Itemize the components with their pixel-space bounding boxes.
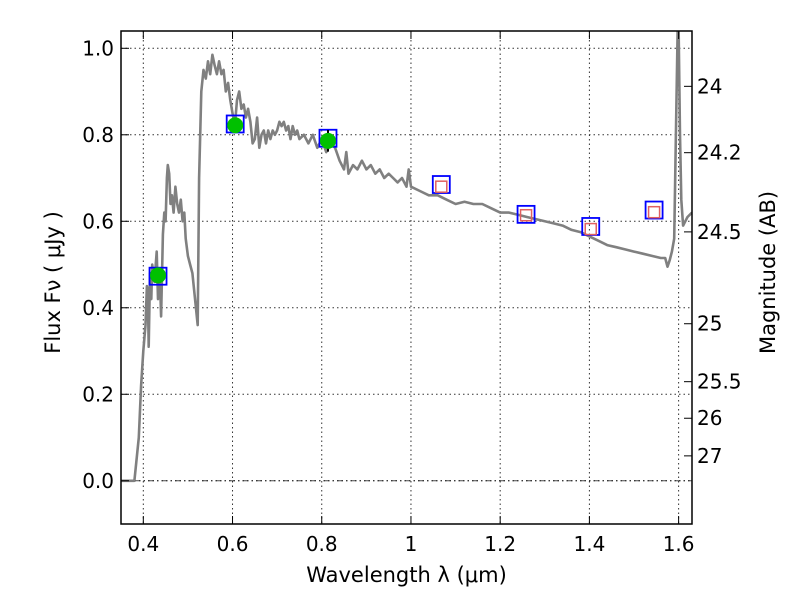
y2-axis-label: Magnitude (AB) xyxy=(756,191,780,354)
y-axis-label: Flux Fν ( μJy ) xyxy=(41,211,65,354)
y-tick-label-4: 0.8 xyxy=(82,123,114,147)
x-tick-label-0: 0.4 xyxy=(127,532,159,556)
y-tick-label-1: 0.2 xyxy=(82,382,114,406)
x-tick-label-5: 1.4 xyxy=(573,532,605,556)
model-flux-point-2 xyxy=(584,222,597,236)
x-tick-label-4: 1.2 xyxy=(484,532,516,556)
marker-layer xyxy=(148,114,664,286)
model-flux-point-0 xyxy=(435,180,448,193)
detection-point-1 xyxy=(227,117,244,134)
plot-frame xyxy=(120,30,693,525)
detection-point-0 xyxy=(150,267,167,284)
model-spectrum-line xyxy=(121,31,692,483)
x-tick-label-3: 1 xyxy=(405,532,418,556)
spectrum-layer xyxy=(121,31,692,483)
x-axis-label: Wavelength λ (μm) xyxy=(306,563,507,587)
mag-tick-label-2: 24.5 xyxy=(697,220,742,244)
mag-tick-label-0: 24 xyxy=(697,74,722,98)
model-box-3 xyxy=(644,200,664,220)
y-tick-label-3: 0.6 xyxy=(82,209,114,233)
mag-tick-label-1: 24.2 xyxy=(697,141,742,165)
model-box-0 xyxy=(431,175,451,194)
y-tick-label-0: 0.0 xyxy=(82,469,114,493)
detection-point-2 xyxy=(319,132,336,149)
model-box-1 xyxy=(516,204,536,224)
mag-tick-label-5: 26 xyxy=(697,406,722,430)
x-tick-label-6: 1.6 xyxy=(663,532,695,556)
mag-tick-label-3: 25 xyxy=(697,312,722,336)
x-tick-label-1: 0.6 xyxy=(217,532,249,556)
mag-tick-label-6: 27 xyxy=(697,444,722,468)
mag-tick-label-4: 25.5 xyxy=(697,370,742,394)
model-flux-point-1 xyxy=(519,208,533,222)
tick-label-layer: 0.4 0.6 0.8 1 1.2 1.4 1.6 0.0 0.2 0.4 0.6 0.8 1.0 24 2… xyxy=(82,36,741,556)
tick-layer xyxy=(121,31,692,524)
model-flux-point-3 xyxy=(647,205,661,219)
y-tick-label-2: 0.4 xyxy=(82,296,114,320)
x-tick-label-2: 0.8 xyxy=(306,532,338,556)
y-tick-label-5: 1.0 xyxy=(82,36,114,60)
